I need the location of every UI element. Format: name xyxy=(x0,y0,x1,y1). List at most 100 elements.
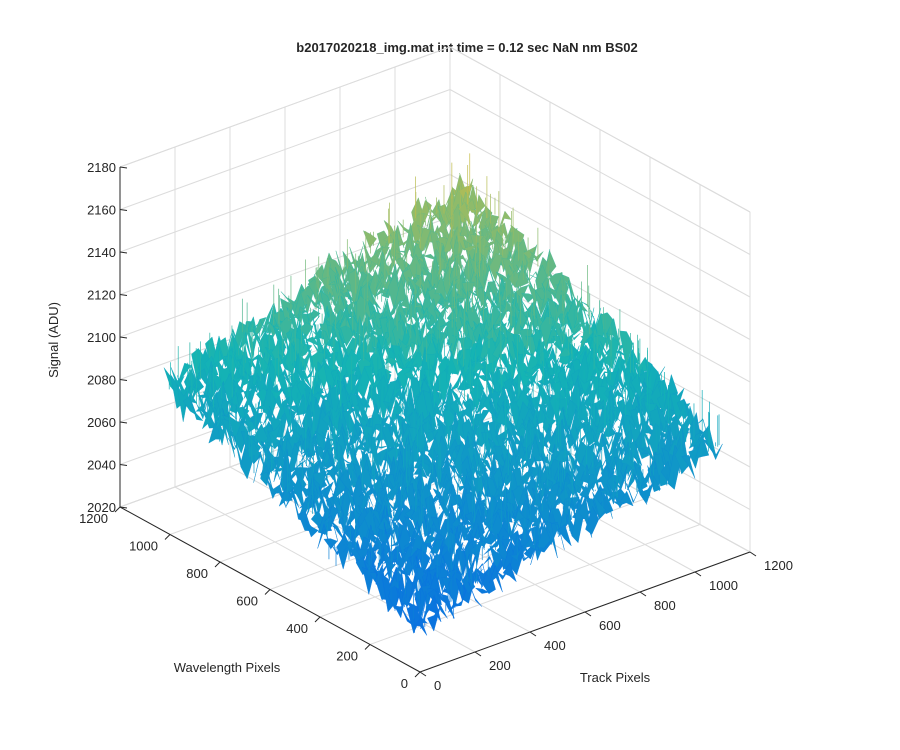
surface-patch xyxy=(374,445,388,449)
surface-patch xyxy=(217,365,232,395)
surface-patch xyxy=(434,597,448,619)
axes: 2020 2040 2060 2080 2100 2120 2140 2160 2180 0 200… xyxy=(79,160,793,693)
surface-patch xyxy=(279,317,293,345)
surface-patch xyxy=(573,322,587,336)
y-tick-label: 0 xyxy=(401,676,408,691)
surface-patch xyxy=(437,370,451,406)
surface-patch xyxy=(487,293,502,324)
surface-patch xyxy=(681,455,696,479)
y-tick-label: 200 xyxy=(336,649,358,664)
surface-patch xyxy=(229,392,243,425)
surface-patch xyxy=(482,565,496,594)
surface-patch xyxy=(416,547,431,575)
surface-patch xyxy=(300,285,315,315)
surface-patch xyxy=(454,584,469,607)
surface-patch xyxy=(272,484,287,508)
surface-patch xyxy=(215,408,229,445)
surface-patch xyxy=(391,497,406,522)
surface-patch xyxy=(254,423,269,446)
y-tick-label: 1000 xyxy=(129,539,158,554)
surface-patch xyxy=(468,581,483,607)
z-tick-label: 2100 xyxy=(87,330,116,345)
surface-patch xyxy=(534,433,549,464)
z-tick-label: 2040 xyxy=(87,458,116,473)
surface-patch xyxy=(336,536,351,570)
surface-patch xyxy=(586,458,601,498)
surface-patch xyxy=(605,335,620,370)
surface-patch xyxy=(420,588,435,623)
surface-patch xyxy=(451,500,466,529)
surface-patch xyxy=(458,502,473,526)
surface-patch xyxy=(474,587,490,594)
surface-patch xyxy=(511,510,525,534)
surface-patch xyxy=(502,562,517,583)
surface-patch xyxy=(235,406,250,420)
z-axis-label: Signal (ADU) xyxy=(46,302,61,378)
z-tick xyxy=(119,421,128,424)
x-tick xyxy=(584,611,592,617)
z-tick xyxy=(119,336,128,339)
surface-patch xyxy=(427,605,441,632)
x-tick-label: 600 xyxy=(599,618,621,633)
y-tick xyxy=(264,589,271,595)
chart-title: b2017020218_img.mat int time = 0.12 sec … xyxy=(296,40,637,55)
surface-patch xyxy=(524,352,539,378)
surface-patch xyxy=(242,405,256,433)
surface-patch xyxy=(462,245,477,252)
surface-patch xyxy=(709,443,723,461)
surface-patch xyxy=(634,443,649,455)
surface-patch xyxy=(294,442,308,468)
surface-patch xyxy=(577,375,592,396)
y-axis-label: Wavelength Pixels xyxy=(174,660,281,675)
surface-patch xyxy=(373,448,388,467)
surface-patch xyxy=(330,520,345,541)
surface-patch xyxy=(561,430,576,452)
surface-patch xyxy=(610,389,625,403)
surface-patch xyxy=(440,593,455,619)
surface-patch xyxy=(640,481,654,504)
surface-patch xyxy=(522,245,537,260)
surface-patch xyxy=(695,434,710,459)
z-tick-label: 2160 xyxy=(87,203,116,218)
y-tick xyxy=(314,616,321,623)
x-tick-label: 1200 xyxy=(764,558,793,573)
z-tick xyxy=(119,379,128,381)
z-tick-label: 2180 xyxy=(87,160,116,175)
surface-patch xyxy=(476,535,491,548)
x-axis-label: Track Pixels xyxy=(580,670,651,685)
surface-patch xyxy=(653,453,668,487)
surface-patch xyxy=(424,208,439,236)
surface-patch xyxy=(640,447,655,462)
y-tick-label: 400 xyxy=(286,621,308,636)
z-tick-label: 2120 xyxy=(87,288,116,303)
surface-patch xyxy=(508,419,523,439)
x-tick xyxy=(749,551,757,557)
surface-patch xyxy=(561,274,576,301)
surface-patch xyxy=(585,505,600,535)
surface-patch xyxy=(557,524,572,547)
surface-patch xyxy=(521,293,536,303)
surface-patch xyxy=(509,545,524,561)
surface-patch xyxy=(305,336,320,347)
surface-patch xyxy=(189,397,204,421)
surface-patch xyxy=(551,522,565,550)
surface-patch xyxy=(363,230,377,249)
surface-patch xyxy=(324,514,338,542)
y-tick xyxy=(364,644,371,650)
surface-patch xyxy=(656,405,671,435)
surface-patch xyxy=(592,492,606,517)
x-tick xyxy=(694,571,702,577)
x-tick xyxy=(639,591,647,597)
surface-patch xyxy=(278,486,293,507)
surface-patch xyxy=(539,315,554,353)
surface-patch xyxy=(628,419,643,453)
surface-patch xyxy=(642,399,657,421)
y-tick-label: 600 xyxy=(236,594,258,609)
surface-patch xyxy=(364,508,378,536)
z-tick-label: 2060 xyxy=(87,415,116,430)
z-tick-label: 2140 xyxy=(87,245,116,260)
y-tick-label: 1200 xyxy=(79,511,108,526)
x-tick-label: 400 xyxy=(544,638,566,653)
x-tick xyxy=(529,631,537,637)
